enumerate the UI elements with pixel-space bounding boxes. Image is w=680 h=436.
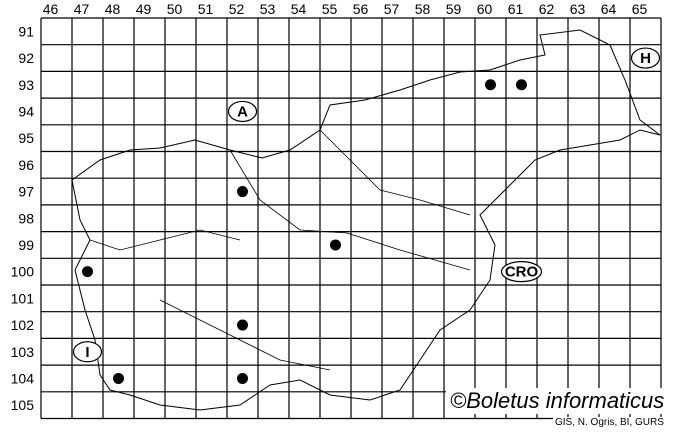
column-label: 59 — [446, 1, 462, 17]
column-label: 52 — [229, 1, 245, 17]
river — [89, 229, 241, 251]
copyright-text: ©Boletus informaticus — [446, 388, 669, 414]
record-dot — [82, 266, 93, 278]
country-border — [71, 29, 661, 411]
record-dot — [516, 79, 527, 91]
country-label: H — [640, 50, 651, 67]
column-label: 60 — [477, 1, 493, 17]
column-label: 50 — [167, 1, 183, 17]
record-dot — [237, 319, 248, 331]
column-label: 56 — [353, 1, 369, 17]
column-label: 51 — [198, 1, 214, 17]
country-labels: A H CRO I — [72, 47, 661, 363]
country-label-oval — [227, 100, 258, 123]
slovenia-outline — [71, 29, 661, 411]
country-label-oval — [500, 261, 543, 283]
grid — [40, 17, 662, 420]
column-label: 54 — [291, 1, 307, 17]
row-label: 96 — [18, 157, 34, 173]
record-dot — [113, 372, 124, 384]
country-label-oval — [72, 341, 103, 363]
row-label: 97 — [18, 184, 34, 200]
row-label: 91 — [18, 23, 34, 39]
river — [159, 299, 331, 371]
row-label: 98 — [18, 210, 34, 226]
column-label: 62 — [539, 1, 555, 17]
row-label: 105 — [11, 397, 35, 413]
record-dot — [237, 186, 248, 198]
column-label: 55 — [322, 1, 338, 17]
row-label: 92 — [18, 50, 34, 66]
column-label: 63 — [570, 1, 586, 17]
row-label: 95 — [18, 130, 34, 146]
column-label: 65 — [632, 1, 648, 17]
credit-text: GIS, N. Ogris, BI, GURS — [553, 417, 666, 428]
column-label: 47 — [74, 1, 90, 17]
country-label: CRO — [505, 264, 539, 281]
column-label: 58 — [415, 1, 431, 17]
column-label: 49 — [136, 1, 152, 17]
row-label: 100 — [11, 264, 35, 280]
row-labels: 91 92 93 94 95 96 97 98 99 100 101 102 103 104 105 — [11, 23, 35, 413]
row-label: 102 — [11, 317, 35, 333]
row-label: 104 — [11, 370, 35, 386]
country-label: I — [85, 344, 89, 361]
column-label: 46 — [43, 1, 59, 17]
column-label: 64 — [601, 1, 617, 17]
column-label: 61 — [508, 1, 524, 17]
column-label: 48 — [105, 1, 121, 17]
record-dot — [330, 239, 341, 251]
record-dot — [485, 79, 496, 91]
row-label: 93 — [18, 77, 34, 93]
column-label: 53 — [260, 1, 276, 17]
river — [319, 129, 471, 216]
row-label: 103 — [11, 344, 35, 360]
river — [229, 149, 471, 271]
column-labels: 46 47 48 49 50 51 52 53 54 55 56 57 58 59 60 61 62 63 64 65 — [43, 1, 648, 17]
country-label-oval — [630, 47, 661, 69]
column-label: 57 — [384, 1, 400, 17]
country-label: A — [237, 103, 248, 120]
record-dots — [82, 79, 527, 384]
row-label: 94 — [18, 103, 34, 119]
row-label: 101 — [11, 290, 35, 306]
record-dot — [237, 372, 248, 384]
row-label: 99 — [18, 237, 34, 253]
